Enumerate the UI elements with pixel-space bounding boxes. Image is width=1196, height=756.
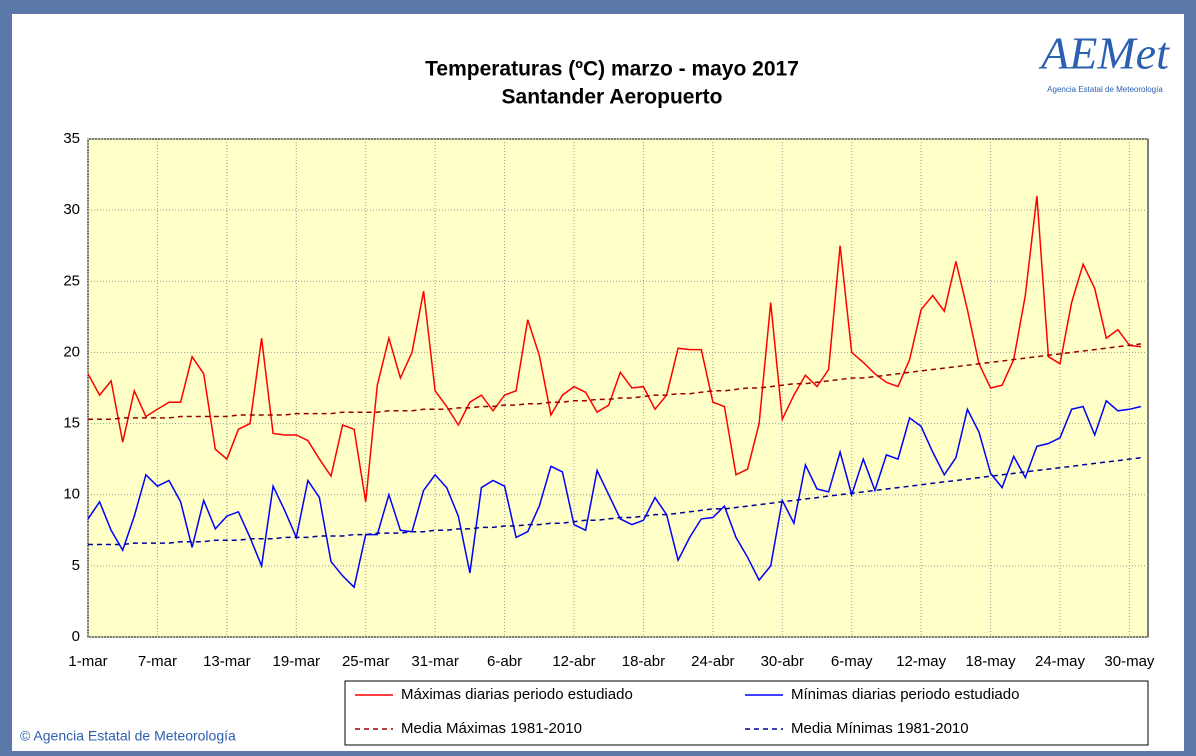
legend-label: Máximas diarias periodo estudiado [401,686,633,703]
series-line [87,399,1142,589]
logo-subtitle: Agencia Estatal de Meteorología [1047,85,1163,94]
chart-title: Temperaturas (ºC) marzo - mayo 2017 [425,58,799,81]
series-line [87,195,1142,502]
x-tick-label: 24-may [1035,653,1086,670]
x-tick-label: 12-abr [552,653,595,670]
legend-label: Media Máximas 1981-2010 [401,720,582,737]
x-tick-label: 13-mar [203,653,251,670]
series-line [88,456,1142,546]
chart-subtitle: Santander Aeropuerto [502,86,723,109]
y-tick-label: 25 [63,272,80,289]
y-tick-label: 30 [63,201,80,218]
y-tick-label: 10 [63,486,80,503]
x-tick-label: 31-mar [411,653,459,670]
x-tick-label: 18-abr [622,653,665,670]
legend-label: Media Mínimas 1981-2010 [791,720,969,737]
y-tick-label: 35 [63,130,80,147]
x-tick-label: 6-abr [487,653,522,670]
series-line [88,343,1142,421]
x-tick-label: 19-mar [273,653,321,670]
logo: AEMet [1038,28,1170,79]
x-tick-label: 7-mar [138,653,177,670]
y-tick-label: 5 [72,557,80,574]
x-tick-label: 18-may [966,653,1017,670]
y-tick-label: 0 [72,628,80,645]
x-tick-label: 25-mar [342,653,390,670]
x-tick-label: 6-may [831,653,873,670]
x-tick-label: 30-abr [761,653,804,670]
legend-label: Mínimas diarias periodo estudiado [791,686,1019,703]
x-tick-label: 12-may [896,653,947,670]
plot-area [87,138,1149,638]
y-tick-label: 20 [63,343,80,360]
x-tick-label: 24-abr [691,653,734,670]
x-tick-label: 1-mar [68,653,107,670]
x-tick-label: 30-may [1104,653,1155,670]
footer: © Agencia Estatal de Meteorología [20,728,236,744]
y-tick-label: 15 [63,415,80,432]
legend-box [344,680,1149,746]
